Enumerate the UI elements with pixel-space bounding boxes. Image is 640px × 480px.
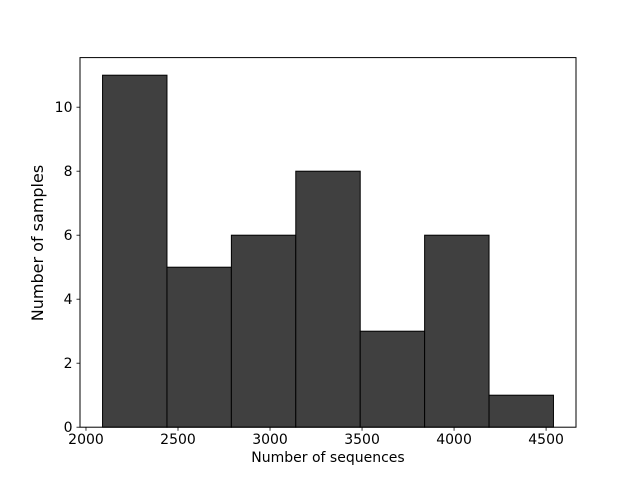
ticks-group: 2000 2500 3000 3500 4000 4500 0 2 4 6 8 10 <box>55 100 564 448</box>
plot-border <box>79 57 577 428</box>
x-axis-label: Number of sequences <box>251 450 404 466</box>
y-tick-label: 6 <box>64 228 73 244</box>
x-tick-label: 4500 <box>528 432 564 448</box>
y-tick-label: 8 <box>64 164 73 180</box>
bars-group <box>102 74 554 428</box>
histogram-bar <box>295 170 361 428</box>
histogram-bar <box>166 266 232 428</box>
x-tick-label: 4000 <box>436 432 472 448</box>
y-tick-label: 4 <box>64 292 73 308</box>
y-tick-label: 0 <box>64 420 73 436</box>
histogram-bar <box>488 394 554 428</box>
y-tick-label: 2 <box>64 356 73 372</box>
histogram-bar <box>230 234 297 428</box>
y-axis-label: Number of samples <box>28 165 47 321</box>
histogram-bar <box>359 330 426 428</box>
x-tick-label: 2500 <box>160 432 196 448</box>
x-tick-label: 3000 <box>252 432 288 448</box>
histogram-bar <box>102 74 168 428</box>
y-tick-label: 10 <box>55 100 73 116</box>
x-tick-label: 3500 <box>344 432 380 448</box>
x-tick-label: 2000 <box>68 432 104 448</box>
histogram-bar <box>424 234 490 428</box>
